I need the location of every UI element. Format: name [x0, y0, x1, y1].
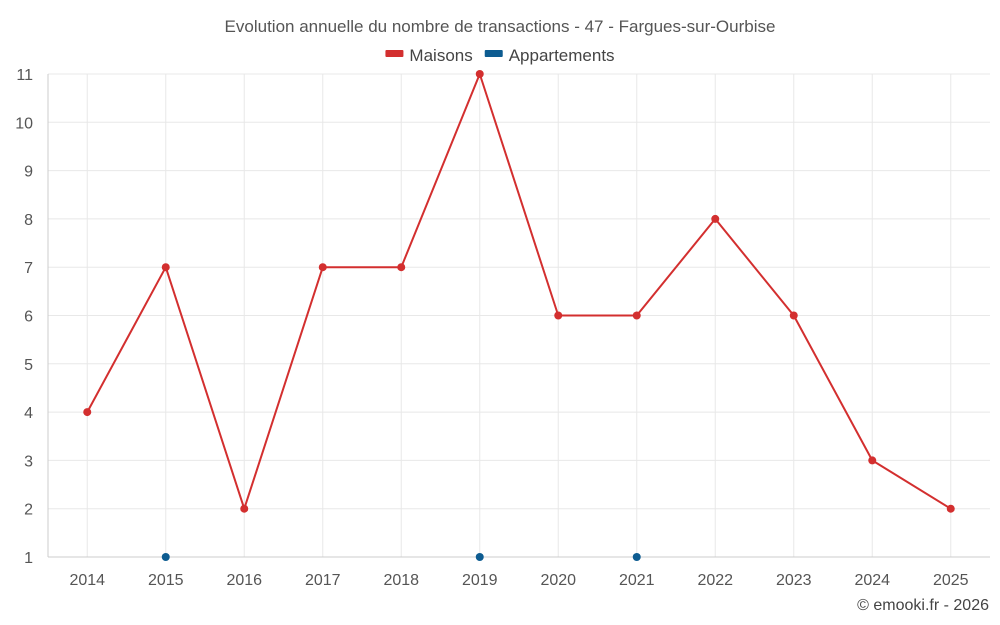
- y-tick-label: 10: [15, 115, 33, 132]
- data-point-appartements: [475, 553, 484, 561]
- x-tick-label: 2025: [933, 572, 969, 589]
- data-point-maisons: [240, 504, 249, 513]
- data-point-appartements: [632, 553, 641, 561]
- data-point-maisons: [397, 263, 406, 272]
- x-tick-label: 2014: [69, 572, 105, 589]
- y-tick-label: 6: [24, 309, 33, 326]
- x-tick-label: 2021: [619, 572, 655, 589]
- data-point-maisons: [632, 311, 641, 320]
- legend-label: Appartements: [509, 46, 615, 65]
- data-point-maisons: [161, 263, 170, 272]
- y-tick-label: 8: [24, 212, 33, 229]
- data-point-maisons: [711, 214, 720, 223]
- y-tick-label: 11: [16, 67, 33, 84]
- y-tick-label: 3: [24, 453, 33, 470]
- data-point-maisons: [946, 504, 955, 513]
- y-tick-label: 2: [24, 502, 33, 519]
- series-appartements: [161, 553, 641, 561]
- y-tick-label: 1: [24, 550, 33, 567]
- x-tick-label: 2022: [697, 572, 733, 589]
- chart-grid: [48, 73, 990, 557]
- chart-legend: Maisons Appartements: [385, 46, 615, 65]
- y-tick-label: 5: [24, 357, 33, 374]
- x-tick-label: 2023: [776, 572, 812, 589]
- chart-title: Evolution annuelle du nombre de transact…: [225, 17, 776, 36]
- x-tick-label: 2024: [854, 572, 890, 589]
- y-tick-label: 9: [24, 164, 33, 181]
- x-tick-label: 2017: [305, 572, 341, 589]
- legend-item-appartements: Appartements: [484, 46, 615, 65]
- x-tick-label: 2015: [148, 572, 184, 589]
- y-axis: 1 2 3 4 5 6 7 8 9 10 11: [15, 67, 49, 567]
- data-point-maisons: [789, 311, 798, 320]
- x-tick-label: 2018: [383, 572, 419, 589]
- x-tick-label: 2020: [540, 572, 576, 589]
- data-point-maisons: [554, 311, 563, 320]
- data-point-maisons: [318, 263, 327, 272]
- data-point-maisons: [868, 456, 877, 465]
- x-axis: 2014 2015 2016 2017 2018 2019 2020 2021 2022 2023…: [48, 556, 990, 589]
- x-tick-label: 2016: [226, 572, 262, 589]
- chart-series: [83, 70, 955, 561]
- x-tick-label: 2019: [462, 572, 498, 589]
- legend-swatch: [385, 50, 404, 57]
- series-maisons: [83, 70, 955, 513]
- data-point-maisons: [475, 70, 484, 78]
- y-tick-label: 4: [24, 405, 33, 422]
- series-line-maisons: [86, 73, 952, 510]
- y-tick-label: 7: [24, 260, 33, 277]
- credit-text: © emooki.fr - 2026: [857, 597, 989, 614]
- data-point-maisons: [83, 408, 92, 417]
- legend-item-maisons: Maisons: [385, 46, 473, 65]
- legend-swatch: [484, 50, 503, 57]
- data-point-appartements: [161, 553, 170, 561]
- legend-label: Maisons: [409, 46, 472, 65]
